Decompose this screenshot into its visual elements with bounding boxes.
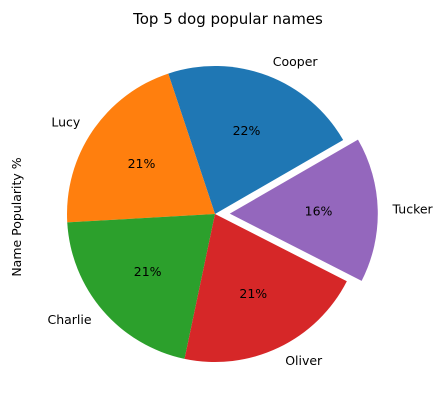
- pct-label-lucy: 21%: [128, 156, 156, 171]
- pct-label-tucker: 16%: [305, 203, 333, 218]
- chart-title: Top 5 dog popular names: [132, 10, 323, 28]
- pct-label-cooper: 22%: [233, 123, 261, 138]
- category-label-lucy: Lucy: [51, 115, 81, 130]
- pct-label-charlie: 21%: [134, 264, 162, 279]
- y-axis-label: Name Popularity %: [9, 157, 24, 276]
- category-label-tucker: Tucker: [392, 201, 434, 216]
- category-label-oliver: Oliver: [285, 353, 323, 368]
- category-label-charlie: Charlie: [47, 312, 91, 327]
- pct-label-oliver: 21%: [239, 286, 267, 301]
- category-label-cooper: Cooper: [273, 54, 319, 69]
